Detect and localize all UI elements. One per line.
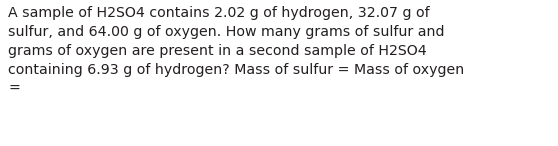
Text: A sample of H2SO4 contains 2.02 g of hydrogen, 32.07 g of
sulfur, and 64.00 g of: A sample of H2SO4 contains 2.02 g of hyd… [8,6,465,96]
